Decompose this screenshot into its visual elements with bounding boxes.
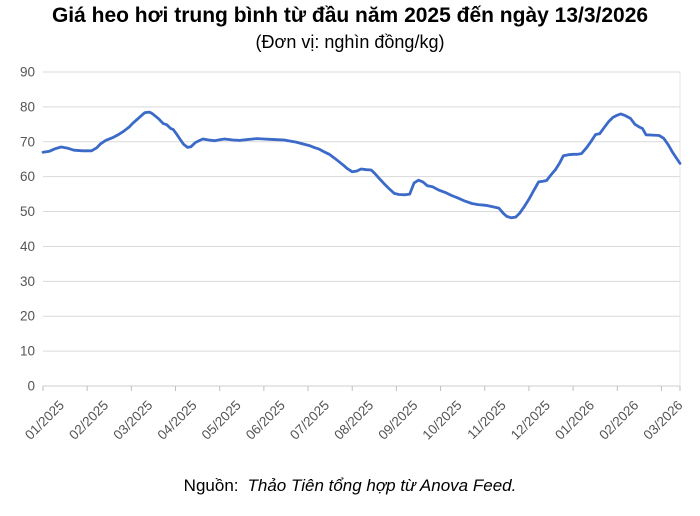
y-axis-tick-label: 30 — [20, 274, 35, 289]
x-axis-tick-label: 04/2025 — [155, 398, 200, 443]
y-axis-tick-label: 50 — [20, 204, 35, 219]
x-axis-tick-label: 09/2025 — [375, 398, 420, 443]
x-axis-tick-label: 08/2025 — [331, 398, 376, 443]
chart-title: Giá heo hơi trung bình từ đầu năm 2025 đ… — [51, 4, 649, 27]
y-axis-tick-label: 0 — [27, 379, 35, 394]
line-chart-plot: 0 10 20 30 40 50 60 70 80 90 01/2025 02/2025 03/2025… — [20, 65, 686, 443]
x-axis-tick-label: 03/2026 — [640, 398, 685, 443]
x-axis-tick-label: 05/2025 — [199, 398, 244, 443]
x-axis-tick-label: 03/2025 — [110, 398, 155, 443]
x-axis-tick-label: 06/2025 — [243, 398, 288, 443]
y-axis-tick-label: 10 — [20, 344, 35, 359]
source-note: Thảo Tiên tổng hợp từ Anova Feed. — [247, 476, 517, 495]
y-axis-tick-label: 90 — [20, 65, 35, 80]
y-axis-tick-label: 40 — [20, 239, 35, 254]
y-axis-tick-label: 20 — [20, 309, 35, 324]
x-axis-tick-label: 01/2025 — [22, 398, 67, 443]
x-axis-tick-label: 11/2025 — [464, 398, 508, 442]
x-axis-tick-label: 10/2025 — [420, 398, 465, 443]
y-axis-tick-label: 80 — [20, 99, 35, 114]
source-label: Nguồn: — [183, 476, 239, 495]
x-axis-tick-label: 01/2026 — [552, 398, 597, 443]
price-line-series — [41, 110, 682, 220]
chart-source: Nguồn: Thảo Tiên tổng hợp từ Anova Feed. — [0, 476, 700, 496]
y-axis-tick-label: 70 — [20, 134, 35, 149]
x-axis-tick-label: 12/2025 — [508, 398, 553, 443]
y-axis-tick-label: 60 — [20, 169, 35, 184]
x-axis-tick-label: 02/2025 — [66, 398, 111, 443]
chart-subtitle: (Đơn vị: nghìn đồng/kg) — [255, 32, 445, 52]
x-axis-tick-label: 07/2025 — [287, 398, 332, 443]
x-axis-tick-label: 02/2026 — [596, 398, 641, 443]
